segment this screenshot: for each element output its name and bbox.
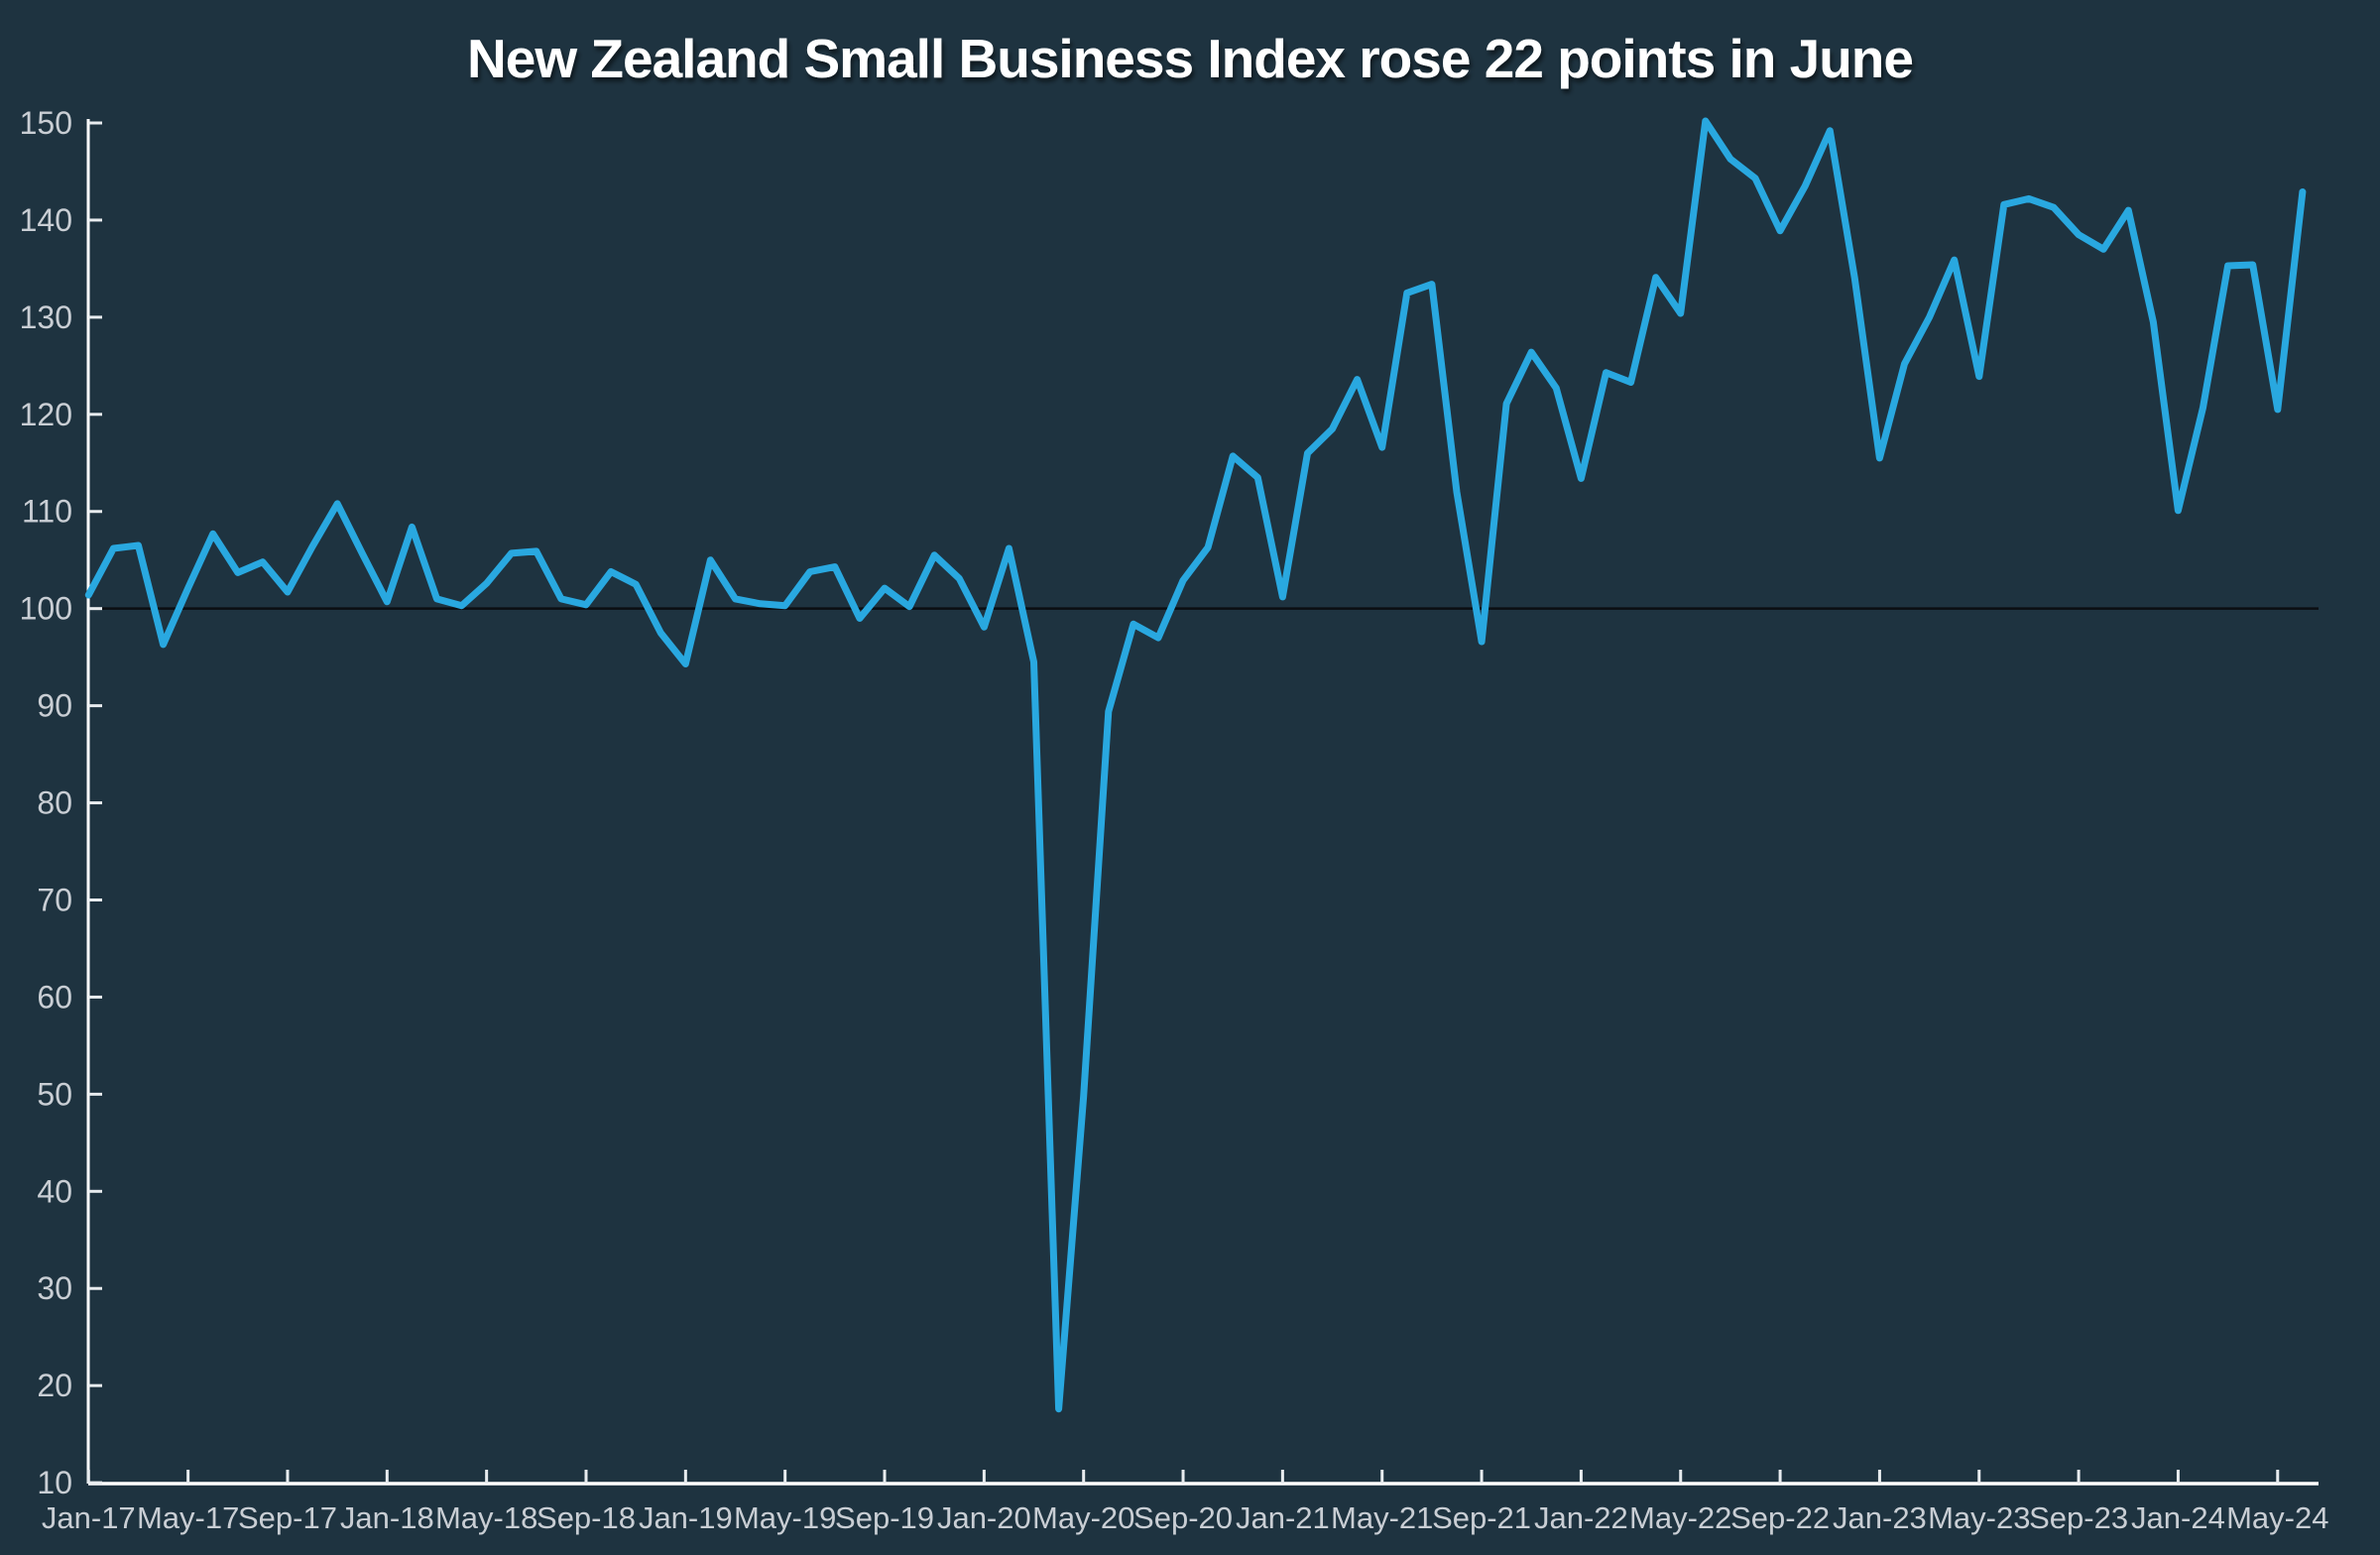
x-axis-ticks [86,1470,2280,1484]
x-tick-label: Jan-24 [2131,1500,2225,1535]
x-tick-label: Jan-18 [340,1500,434,1535]
x-tick-label: Jan-22 [1534,1500,1628,1535]
x-tick-label: Sep-21 [1432,1500,1531,1535]
y-tick-label: 120 [20,397,72,432]
x-tick-label: Jan-21 [1236,1500,1330,1535]
x-tick-label: May-22 [1629,1500,1731,1535]
y-tick-label: 130 [20,299,72,335]
y-tick-label: 110 [22,494,72,530]
y-axis-labels: 10 20 30 40 50 60 70 80 90 100 110 120 130 140 150 [20,105,72,1500]
x-tick-label: Sep-22 [1730,1500,1830,1535]
x-tick-label: Sep-18 [536,1500,636,1535]
x-tick-label: Sep-20 [1133,1500,1233,1535]
y-tick-label: 10 [37,1465,72,1500]
y-tick-label: 70 [37,882,72,917]
series-line-group [84,117,2307,1413]
x-tick-label: Sep-23 [2029,1500,2128,1535]
x-tick-label: May-20 [1032,1500,1134,1535]
x-tick-label: May-24 [2226,1500,2328,1535]
x-tick-label: Jan-17 [42,1500,136,1535]
x-tick-label: Sep-17 [238,1500,337,1535]
x-tick-label: Jan-19 [639,1500,733,1535]
y-tick-label: 140 [20,202,72,238]
axes [86,119,2319,1486]
x-tick-label: May-19 [734,1500,836,1535]
x-tick-label: May-17 [137,1500,239,1535]
x-tick-label: May-21 [1331,1500,1433,1535]
x-tick-label: Sep-19 [835,1500,934,1535]
y-tick-label: 30 [37,1270,72,1306]
x-tick-label: Jan-23 [1833,1500,1927,1535]
y-tick-label: 20 [37,1368,72,1403]
index-line [84,117,2307,1413]
y-tick-label: 100 [20,591,72,627]
y-tick-label: 50 [37,1076,72,1112]
y-tick-label: 150 [20,105,72,141]
y-tick-label: 60 [37,979,72,1015]
y-tick-label: 40 [37,1173,72,1209]
chart-title: New Zealand Small Business Index rose 22… [467,28,1913,89]
x-tick-label: May-23 [1928,1500,2030,1535]
x-tick-label: Jan-20 [937,1500,1031,1535]
y-axis-ticks [88,121,102,1485]
x-tick-label: May-18 [435,1500,537,1535]
y-tick-label: 90 [37,688,72,724]
y-tick-label: 80 [37,785,72,821]
